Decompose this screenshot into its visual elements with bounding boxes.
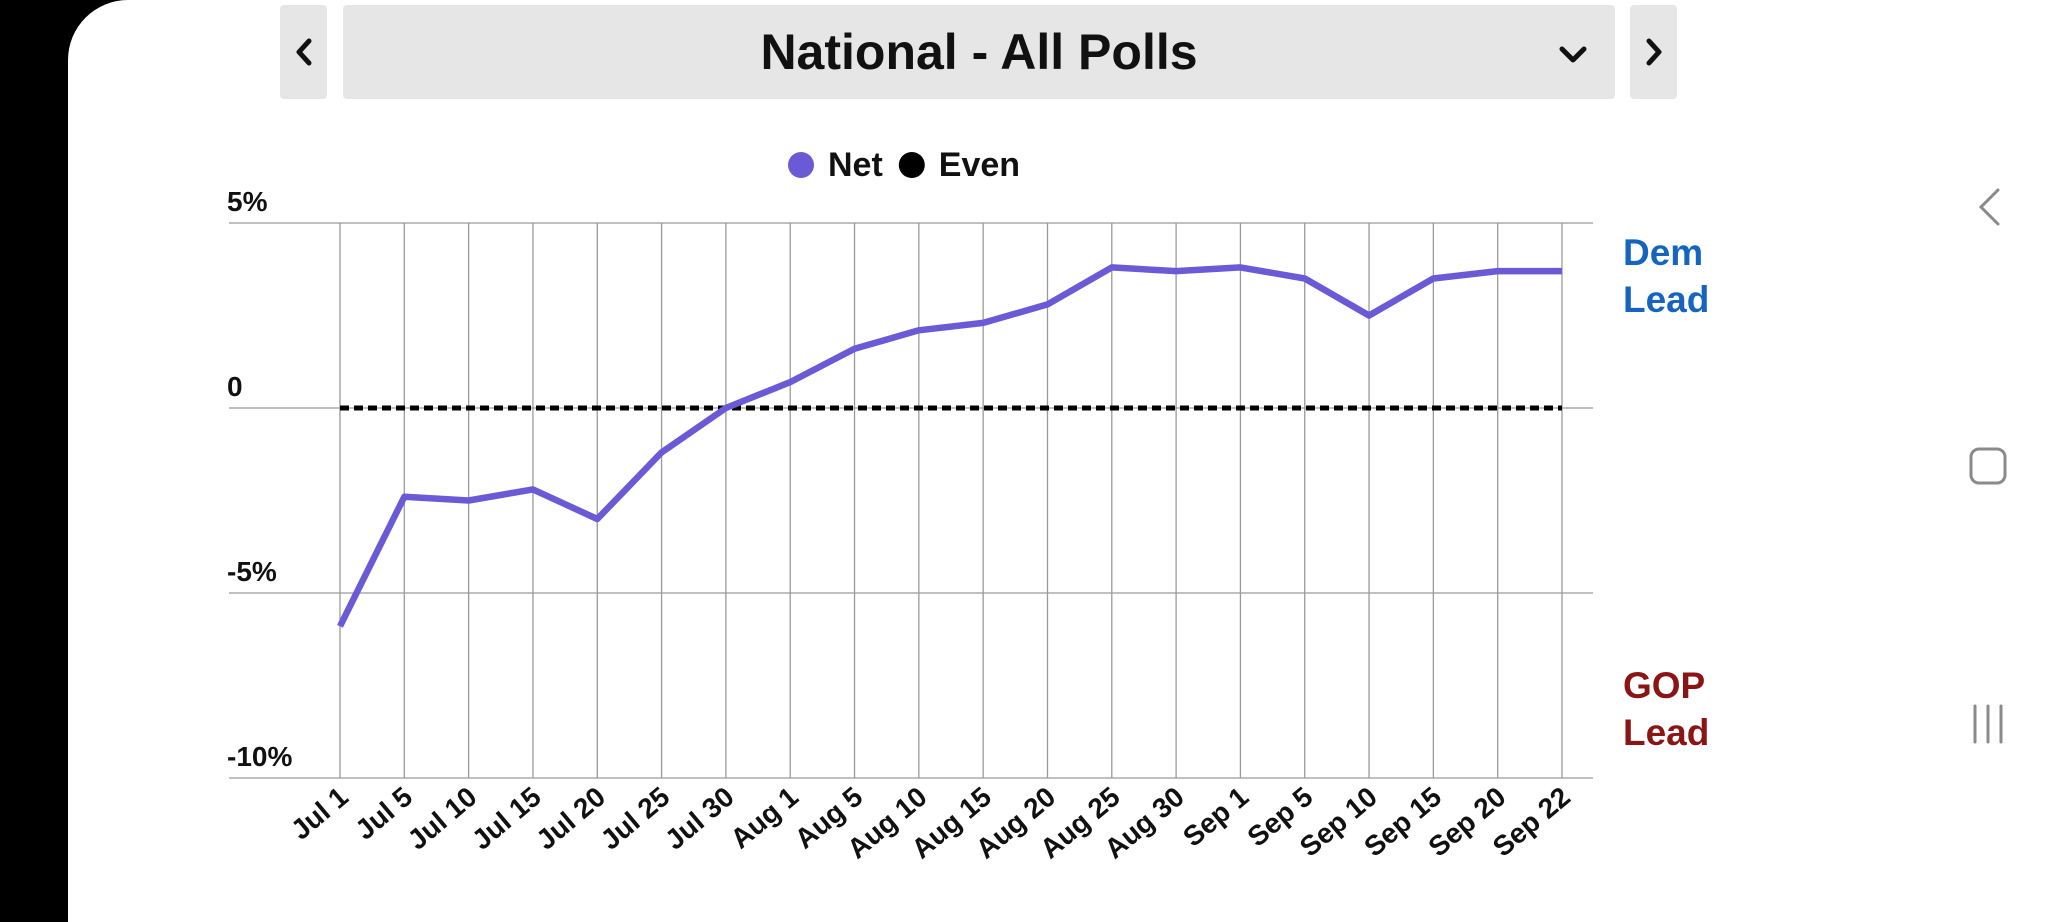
selector-title: National - All Polls xyxy=(760,24,1198,80)
legend-label: Net xyxy=(828,146,883,184)
data-line xyxy=(337,264,1562,628)
x-tick-label: Jul 1 xyxy=(285,781,354,846)
y-tick-label: 5% xyxy=(227,186,268,217)
poll-selector[interactable]: National - All Polls xyxy=(343,5,1615,99)
nav-recents[interactable] xyxy=(1973,704,2003,744)
y-tick-label: -10% xyxy=(227,741,292,772)
x-tick-label: Sep 1 xyxy=(1177,781,1254,853)
y-tick-label: -5% xyxy=(227,556,277,587)
annotation: GOP Lead xyxy=(1623,665,1710,753)
next-icon xyxy=(1646,38,1662,66)
legend-swatch xyxy=(788,152,814,178)
x-tick-label: Jul 30 xyxy=(659,781,740,856)
prev-button[interactable] xyxy=(280,5,327,99)
prev-icon xyxy=(296,38,312,66)
x-tick-label: Aug 1 xyxy=(725,781,805,855)
nav-home[interactable] xyxy=(1969,447,2007,485)
x-tick-label: Jul 25 xyxy=(595,781,676,856)
x-tick-label: Jul 15 xyxy=(466,781,547,856)
nav-back[interactable] xyxy=(1978,188,2000,226)
x-tick-label: Jul 20 xyxy=(530,781,611,856)
annotation: Dem Lead xyxy=(1623,232,1710,320)
y-tick-label: 0 xyxy=(227,371,243,402)
next-button[interactable] xyxy=(1630,5,1677,99)
x-tick-label: Jul 10 xyxy=(402,781,483,856)
card xyxy=(68,0,2048,922)
legend-swatch xyxy=(898,152,925,178)
legend-label: Even xyxy=(939,146,1020,184)
nav-bar xyxy=(1969,188,2007,744)
